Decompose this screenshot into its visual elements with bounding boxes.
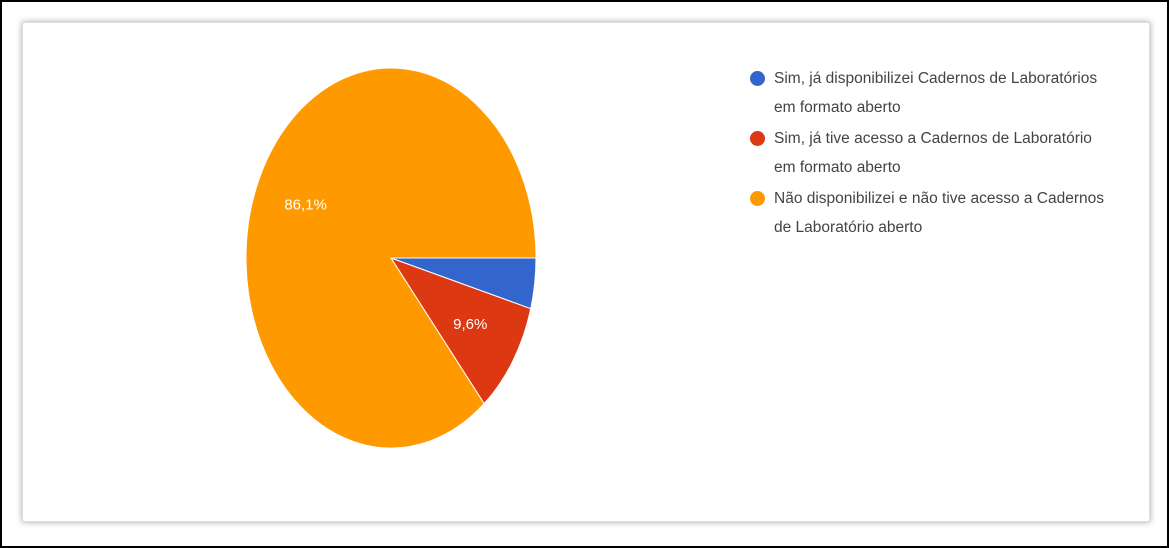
legend-item: Sim, já disponibilizei Cadernos de Labor… [748, 64, 1108, 122]
slice-label: 9,6% [453, 316, 487, 333]
legend-item: Sim, já tive acesso a Cadernos de Labora… [748, 124, 1108, 182]
legend-label: Não disponibilizei e não tive acesso a C… [774, 190, 1105, 236]
chart-card [22, 22, 1150, 522]
legend: Sim, já disponibilizei Cadernos de Labor… [748, 64, 1108, 244]
legend-label: Sim, já disponibilizei Cadernos de Labor… [774, 70, 1098, 116]
legend-swatch [750, 131, 765, 146]
pie-slice [389, 257, 532, 405]
slice-label: 86,1% [284, 197, 327, 214]
pie-slice [245, 67, 537, 449]
legend-swatch [750, 191, 765, 206]
legend-label: Sim, já tive acesso a Cadernos de Labora… [774, 130, 1092, 176]
legend-item: Não disponibilizei e não tive acesso a C… [748, 184, 1108, 242]
legend-swatch [750, 71, 765, 86]
